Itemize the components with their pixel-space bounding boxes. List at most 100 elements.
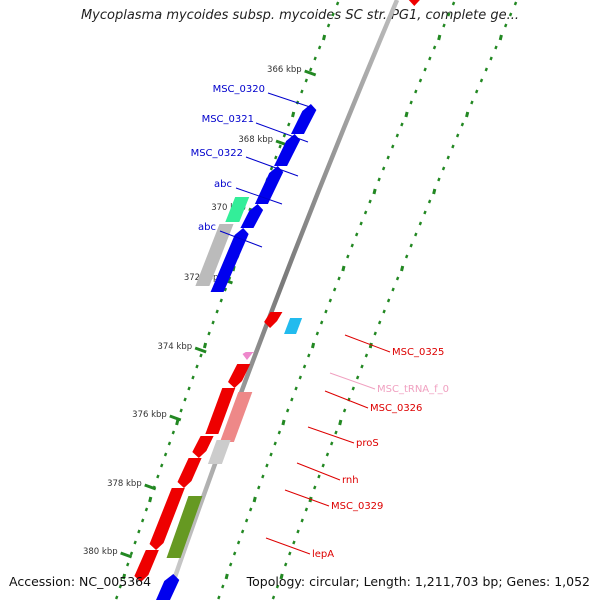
gene-feature-lepa[interactable]: [166, 496, 203, 558]
gc-track-outer-dot: [428, 56, 432, 61]
topology-label: Topology: circular; Length: 1,211,703 bp…: [246, 574, 590, 589]
gc-track-outer-dot: [414, 89, 418, 94]
gene-feature-rnh[interactable]: [207, 440, 231, 464]
gc-track-outer-dot: [381, 166, 386, 171]
gc-track-outer-dot: [418, 78, 423, 83]
gc-track-outer-dot: [277, 430, 282, 435]
gc-track-far-dot: [329, 441, 334, 446]
gc-track-far-dot: [418, 221, 423, 226]
scale-tick: [169, 414, 182, 422]
scale-label: 378 kbp: [107, 479, 142, 489]
gc-track-far-dot: [338, 419, 343, 426]
gc-track-far-dot: [400, 265, 405, 272]
gene-label[interactable]: MSC_0322: [191, 148, 243, 159]
gc-track-far-dot: [283, 562, 288, 567]
gc-track-far-dot: [451, 144, 455, 149]
gene-lepa[interactable]: [149, 488, 185, 550]
label-leader: [344, 334, 391, 353]
gene-rnh[interactable]: [192, 436, 214, 458]
gc-track-inner-dot: [129, 551, 134, 556]
gc-track-far-dot: [377, 320, 382, 325]
gene-feature-pros[interactable]: [219, 392, 253, 442]
gc-track-inner-dot: [322, 34, 327, 41]
gene-pros[interactable]: [205, 388, 236, 434]
trna-f0[interactable]: [242, 352, 255, 360]
feature-track[interactable]: [134, 0, 425, 600]
gc-track-outer-dot: [307, 353, 311, 358]
gc-track-far-dot: [386, 298, 391, 303]
gc-track-far-dot: [382, 309, 386, 314]
gene-msc0321[interactable]: [274, 134, 301, 166]
gene-feature-abc-2[interactable]: [195, 224, 234, 286]
gc-track-inner-dot: [183, 397, 187, 402]
gc-track-far-dot: [441, 166, 446, 171]
gc-track-outer-dot: [447, 12, 451, 17]
gc-track-outer-dot: [281, 419, 286, 426]
gc-track-inner-dot: [287, 122, 291, 127]
gc-track-far-dot: [395, 276, 400, 281]
gc-track-far-dot: [423, 210, 427, 215]
gc-track-far-dot: [489, 56, 493, 61]
gc-track-outer-dot: [285, 408, 290, 413]
gene-msc0329[interactable]: [177, 458, 202, 488]
gene-feature-abc-1[interactable]: [225, 197, 250, 222]
accession-label: Accession: NC_005364: [9, 574, 152, 589]
gc-track-far-dot: [455, 133, 460, 138]
gc-track-far-dot: [288, 551, 292, 556]
gc-track-far-dot: [479, 78, 484, 83]
gene-msc0320[interactable]: [290, 104, 317, 134]
gene-label[interactable]: MSC_0326: [370, 403, 422, 414]
gc-track-inner-dot: [308, 67, 313, 72]
label-leader: [284, 489, 330, 507]
label-leader: [219, 230, 263, 248]
gc-track-far-dot: [391, 287, 395, 292]
gc-track-far-dot: [465, 111, 470, 118]
gc-track-outer-dot: [377, 177, 381, 182]
gc-track-outer-dot: [350, 243, 354, 248]
gc-track-far-dot: [484, 67, 489, 72]
gene-label[interactable]: abc: [214, 179, 232, 190]
scale-label: 370 kbp: [211, 203, 246, 213]
genome-backbone: [164, 0, 400, 600]
gene-msc0325[interactable]: [264, 312, 283, 328]
gc-track-outer-dot: [442, 23, 446, 28]
gene-abc-2[interactable]: [210, 228, 249, 292]
gc-track-inner-dot: [227, 276, 232, 281]
gc-track-far-dot: [325, 452, 330, 457]
gene-label[interactable]: abc: [198, 222, 216, 233]
gc-track-inner-dot: [171, 430, 176, 435]
gene-label[interactable]: lepA: [312, 549, 334, 560]
gene-label[interactable]: proS: [356, 438, 379, 449]
gene-msc0326[interactable]: [228, 364, 251, 388]
gene-label[interactable]: MSC_0321: [202, 114, 254, 125]
feature-misc[interactable]: [284, 318, 303, 334]
gc-track-inner-dot: [137, 529, 141, 534]
gc-track-inner-dot: [163, 452, 168, 457]
gc-track-inner-dot: [167, 441, 172, 446]
gene-label[interactable]: MSC_tRNA_f_0: [377, 384, 449, 395]
gc-track-far-dot: [271, 595, 276, 600]
gene-label[interactable]: rnh: [342, 475, 359, 486]
gene-label[interactable]: MSC_0325: [392, 347, 444, 358]
gene-label[interactable]: MSC_0329: [331, 501, 383, 512]
gene-label[interactable]: MSC_0320: [213, 84, 265, 95]
label-leader: [307, 426, 355, 444]
gc-track-outer-dot: [269, 452, 273, 457]
gc-track-far-dot: [427, 199, 432, 204]
gc-track-far-dot: [321, 463, 325, 468]
gc-track-far-dot: [460, 122, 465, 127]
gene-bottom[interactable]: [156, 574, 180, 600]
gc-track-outer-dot: [240, 529, 245, 534]
gc-track-outer-dot: [359, 221, 363, 226]
gene-msc0322[interactable]: [254, 166, 284, 204]
gc-track-far-dot: [355, 375, 360, 380]
gc-track-far-dot: [279, 573, 284, 580]
gene-top[interactable]: [408, 0, 425, 6]
gene-next[interactable]: [134, 550, 159, 582]
gene-abc-1[interactable]: [240, 204, 264, 228]
gc-track-outer-dot: [324, 309, 328, 314]
gc-track-outer-dot: [228, 562, 233, 567]
